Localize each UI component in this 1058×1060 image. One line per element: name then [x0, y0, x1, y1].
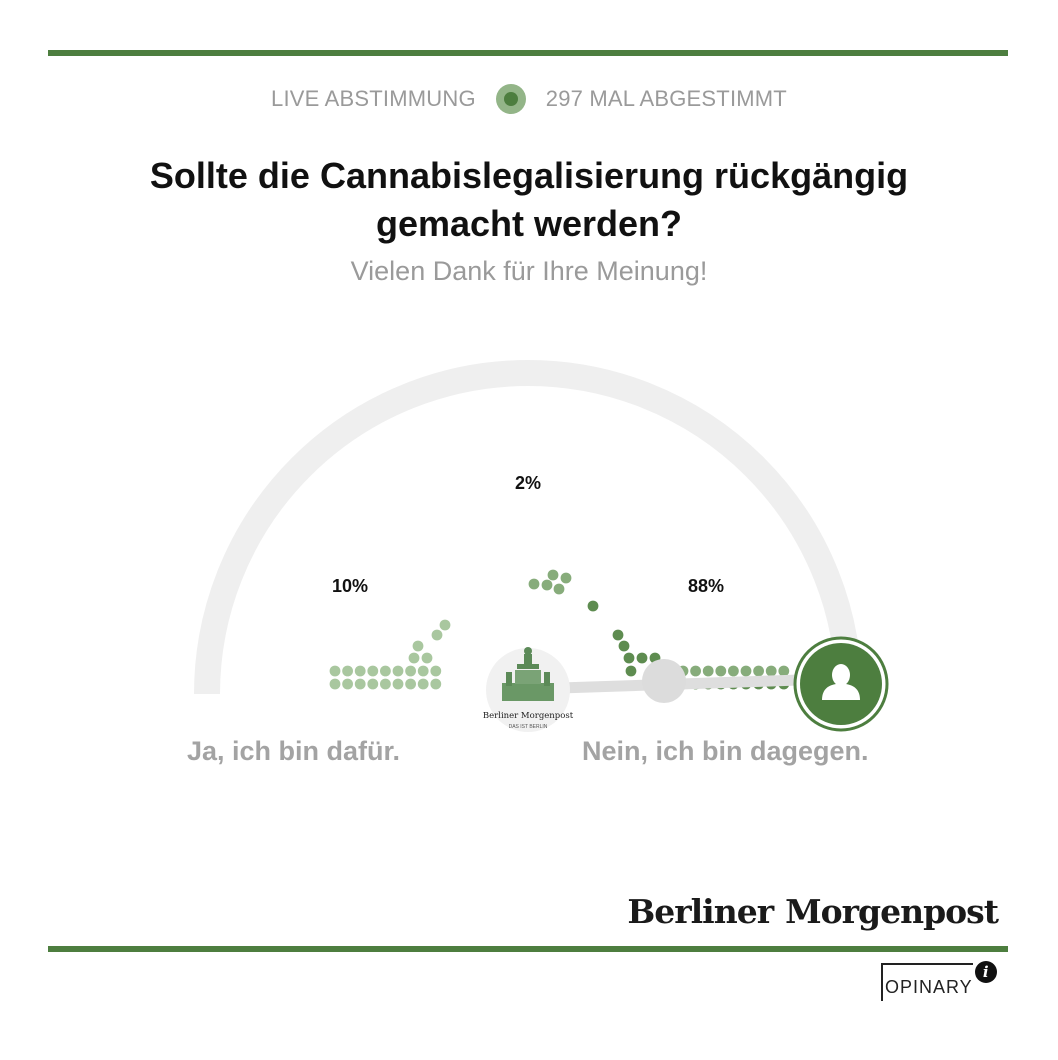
- vote-dot-yes: [380, 678, 391, 690]
- slider-handle[interactable]: [642, 659, 686, 703]
- vote-dot-no: [612, 629, 624, 641]
- vote-dot-yes: [380, 665, 391, 677]
- live-indicator-icon: [495, 84, 526, 114]
- vote-dot-yes: [417, 665, 429, 677]
- publisher-name-left: Berliner: [627, 892, 774, 931]
- percent-left: 10%: [332, 576, 368, 596]
- vote-dot-yes: [392, 678, 404, 690]
- publisher-badge: Berliner Morgenpost DAS IST BERLIN: [483, 647, 574, 732]
- publisher-name-right: Morgenpost: [785, 892, 999, 931]
- vote-dot-neutral: [541, 579, 553, 591]
- vote-dot-yes: [367, 665, 379, 677]
- vote-dot-no: [618, 640, 630, 652]
- vote-dot-yes: [367, 678, 379, 690]
- quadriga-icon: [502, 647, 554, 701]
- vote-dot-no: [690, 665, 701, 677]
- vote-dot-yes: [430, 665, 442, 677]
- vote-dot-yes: [412, 640, 424, 652]
- percent-right: 88%: [688, 576, 724, 596]
- vote-dot-yes: [342, 665, 353, 677]
- vote-dot-yes: [329, 678, 341, 690]
- answer-no[interactable]: Nein, ich bin dagegen.: [582, 736, 869, 766]
- live-label: LIVE ABSTIMMUNG: [271, 86, 476, 111]
- vote-dot-no: [587, 600, 599, 612]
- vote-dot-no: [753, 665, 764, 677]
- vote-dot-no: [740, 665, 752, 677]
- user-vote-marker: [793, 636, 889, 732]
- live-status-bar: LIVE ABSTIMMUNG 297 MAL ABGESTIMMT: [0, 84, 1058, 114]
- vote-dot-neutral: [553, 583, 565, 595]
- user-icon: [822, 664, 860, 700]
- vote-dot-yes: [392, 665, 404, 677]
- vote-dot-yes: [421, 652, 433, 664]
- vote-dot-yes: [354, 678, 366, 690]
- vote-dot-yes: [354, 665, 366, 677]
- badge-title: Berliner Morgenpost: [483, 711, 574, 721]
- opinary-logo: OPINARY: [881, 963, 973, 1001]
- opinary-badge[interactable]: OPINARY i: [881, 961, 997, 1001]
- vote-dot-neutral: [547, 569, 559, 581]
- vote-dot-yes: [405, 678, 416, 690]
- vote-dot-no: [765, 665, 777, 677]
- badge-tagline: DAS IST BERLIN: [509, 724, 548, 730]
- publisher-logo: Berliner Morgenpost: [627, 892, 999, 931]
- vote-dot-yes: [417, 678, 429, 690]
- vote-dot-no: [728, 665, 739, 677]
- vote-dot-yes: [329, 665, 341, 677]
- poll-question: Sollte die Cannabislegalisierung rückgän…: [149, 155, 909, 244]
- vote-dot-yes: [408, 652, 420, 664]
- vote-dot-no: [778, 665, 790, 677]
- vote-dot-yes: [439, 619, 451, 631]
- vote-count: 297 MAL ABGESTIMMT: [545, 86, 787, 111]
- info-icon[interactable]: i: [974, 961, 997, 983]
- bottom-rule: [48, 946, 1008, 952]
- vote-dot-yes: [342, 678, 353, 690]
- percent-middle: 2%: [515, 473, 541, 493]
- vote-dot-neutral: [528, 578, 540, 590]
- vote-dot-no: [702, 665, 714, 677]
- answer-yes[interactable]: Ja, ich bin dafür.: [187, 736, 401, 766]
- vote-dot-no: [715, 665, 727, 677]
- vote-dot-no: [625, 665, 637, 677]
- vote-dot-no: [623, 652, 635, 664]
- thanks-message: Vielen Dank für Ihre Meinung!: [350, 256, 708, 286]
- vote-dot-neutral: [560, 572, 572, 584]
- vote-dot-yes: [430, 678, 442, 690]
- vote-dot-yes: [431, 629, 443, 641]
- vote-dot-yes: [405, 665, 416, 677]
- top-rule: [48, 50, 1008, 56]
- vote-dot-no: [636, 652, 648, 664]
- dial-track: [194, 360, 862, 695]
